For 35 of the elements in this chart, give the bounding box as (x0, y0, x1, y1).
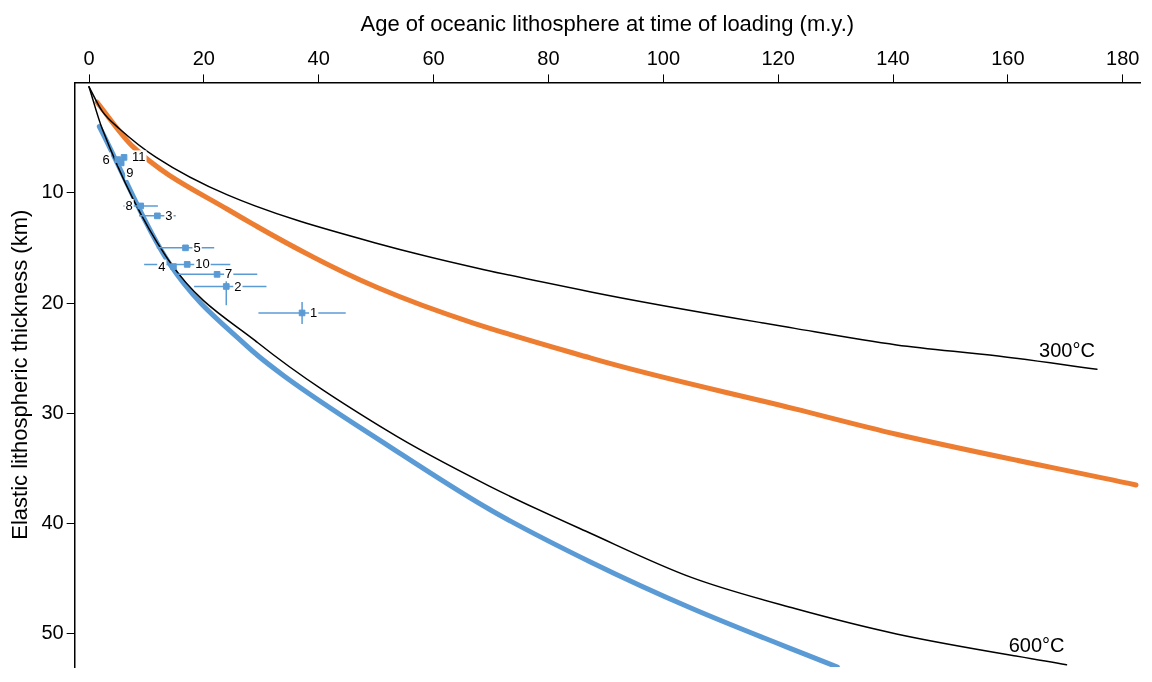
annotation: 9 (126, 165, 134, 180)
annotation: 3 (165, 207, 173, 223)
y-tick-label: 20 (41, 290, 64, 313)
annotation: 10 (195, 256, 210, 272)
annotation: 7 (225, 266, 233, 282)
y-tick-label: 40 (41, 511, 64, 534)
x-tick-label: 40 (307, 46, 330, 69)
y-tick-label: 50 (41, 621, 64, 644)
x-tick-label: 100 (646, 46, 681, 69)
annotation: 5 (193, 239, 201, 255)
x-tick-label: 60 (422, 46, 445, 69)
y-tick-label: 10 (41, 180, 64, 203)
point (213, 271, 221, 278)
x-tick-label: 80 (537, 46, 560, 69)
x-tick-label: 180 (1106, 46, 1140, 69)
point (117, 159, 125, 167)
annotation: 4 (158, 258, 166, 274)
series-label: 300°C (1039, 338, 1095, 361)
y-axis-title: Elastic lithospheric thickness (km) (7, 209, 33, 540)
point (120, 154, 128, 161)
y-tick-label: 30 (41, 400, 64, 423)
x-tick-label: 160 (991, 46, 1025, 69)
annotation: 2 (234, 278, 242, 294)
annotation: 1 (310, 305, 318, 321)
annotation: 8 (125, 198, 133, 214)
x-tick-label: 0 (83, 46, 95, 69)
x-tick-label: 20 (192, 46, 215, 69)
annotation: 6 (102, 151, 110, 167)
series-label: 600°C (1008, 634, 1065, 657)
x-tick-label: 120 (761, 46, 795, 69)
x-tick-label: 140 (876, 46, 910, 69)
annotation: 11 (132, 149, 146, 165)
x-axis-title: Age of oceanic lithosphere at time of loading (m.y.) (360, 11, 855, 37)
point (183, 261, 191, 268)
point (170, 263, 177, 270)
